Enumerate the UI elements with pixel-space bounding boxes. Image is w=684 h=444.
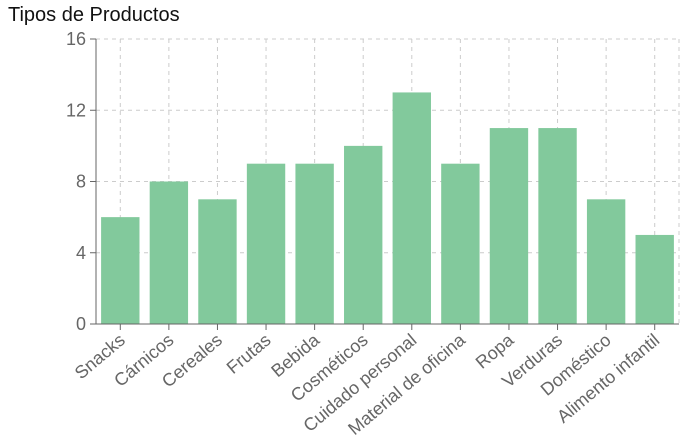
bar (490, 128, 528, 324)
y-tick-labels: 0 4 8 12 16 (66, 29, 86, 334)
x-tick-labels: SnacksCárnicosCerealesFrutasBebidaCosmét… (71, 329, 663, 439)
y-tick-label: 0 (76, 314, 86, 334)
y-tick-label: 4 (76, 243, 86, 263)
bar (344, 146, 382, 324)
bar (101, 217, 139, 324)
bars (101, 92, 674, 324)
bar (538, 128, 576, 324)
bar-chart: 0 4 8 12 16 SnacksCárnicosCerealesFrutasBebi… (0, 0, 684, 444)
bar (587, 199, 625, 324)
bar (198, 199, 236, 324)
bar (441, 164, 479, 324)
y-tick-label: 8 (76, 172, 86, 192)
bar (636, 235, 674, 324)
y-tick-label: 12 (66, 100, 86, 120)
x-tick-label: Frutas (223, 330, 275, 378)
bar (150, 182, 188, 325)
bar (393, 92, 431, 324)
y-tick-label: 16 (66, 29, 86, 49)
bar (295, 164, 333, 324)
bar (247, 164, 285, 324)
